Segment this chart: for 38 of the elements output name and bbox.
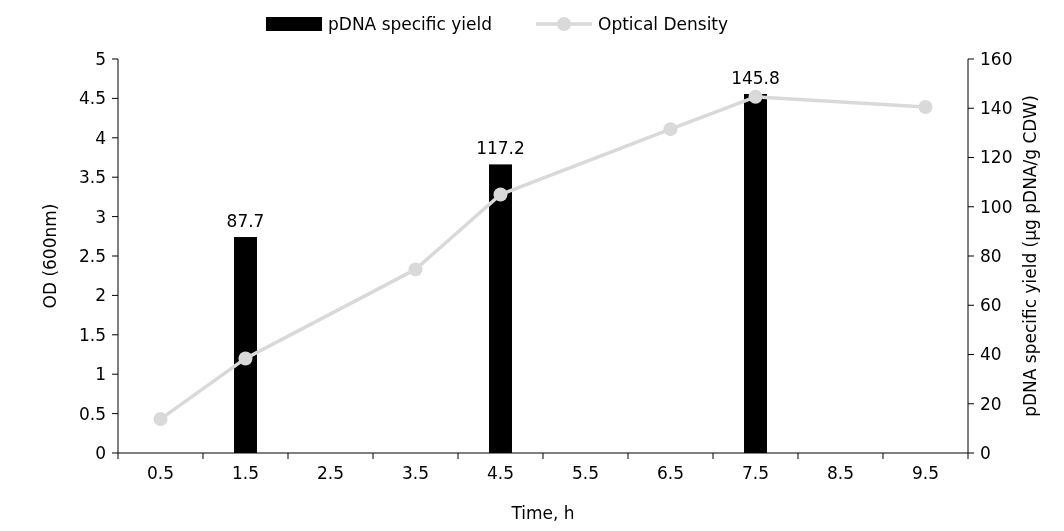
- y-tick-label: 5: [95, 48, 106, 69]
- x-tick-label: 0.5: [146, 463, 175, 483]
- y-tick-label: 3.5: [78, 167, 106, 188]
- y-tick-label: 0: [95, 442, 106, 463]
- legend-label: pDNA specific yield: [328, 13, 493, 34]
- x-tick-label: 7.5: [741, 463, 770, 483]
- y2-tick-label: 100: [980, 196, 1013, 217]
- y-tick-label: 2.5: [78, 245, 106, 266]
- data-label: 117.2: [476, 138, 525, 159]
- x-tick-label: 1.5: [231, 463, 260, 483]
- y-tick-label: 3: [95, 206, 106, 227]
- x-tick-label: 8.5: [826, 463, 855, 483]
- x-tick-label: 4.5: [486, 463, 515, 483]
- y2-tick-label: 160: [980, 48, 1013, 69]
- x-tick-label: 2.5: [316, 463, 345, 483]
- x-axis-title: Time, h: [510, 503, 575, 523]
- y2-tick-label: 140: [980, 98, 1013, 119]
- y2-tick-label: 60: [980, 295, 1002, 316]
- x-tick-label: 3.5: [401, 463, 430, 483]
- y2-tick-label: 120: [980, 147, 1013, 168]
- y-tick-label: 4.5: [78, 88, 106, 109]
- x-tick-label: 9.5: [911, 463, 940, 483]
- y2-tick-label: 0: [980, 442, 991, 463]
- y2-tick-label: 40: [980, 344, 1002, 365]
- y2-axis-title: pDNA specific yield (µg pDNA/g CDW): [1020, 95, 1040, 417]
- y-tick-label: 1: [95, 364, 106, 385]
- legend-label: Optical Density: [598, 13, 729, 34]
- y2-tick-label: 20: [980, 393, 1002, 414]
- y2-tick-label: 80: [980, 245, 1002, 266]
- x-tick-label: 5.5: [571, 463, 600, 483]
- y-tick-label: 0.5: [78, 403, 106, 424]
- y-axis-title: OD (600nm): [40, 203, 60, 309]
- y-tick-label: 4: [95, 127, 106, 148]
- y-tick-label: 2: [95, 285, 106, 306]
- data-label: 87.7: [226, 211, 265, 232]
- data-label: 145.8: [731, 67, 780, 88]
- y-tick-label: 1.5: [78, 324, 106, 345]
- x-tick-label: 6.5: [656, 463, 685, 483]
